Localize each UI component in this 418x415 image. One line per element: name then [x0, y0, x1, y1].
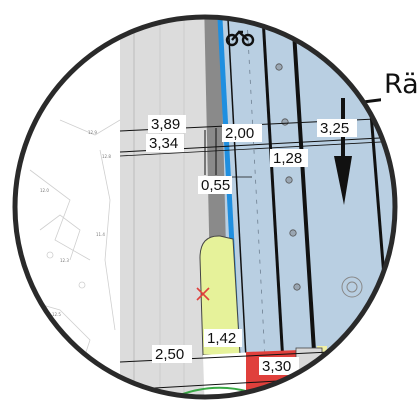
dimension-labels: 3,89 3,34 2,00 3,25 1,28 0,55 1,42 2,50 3,30 [146, 115, 357, 375]
lane-line-1 [260, 17, 288, 397]
dimension-label: 2,00 [222, 124, 262, 142]
dimension-value: 1,28 [273, 150, 302, 167]
dimension-value: 3,25 [320, 120, 349, 137]
dimension-value: 3,34 [149, 135, 178, 152]
dimension-value: 3,89 [151, 116, 180, 133]
callout-text: Rä [384, 69, 418, 100]
dimension-value: 2,00 [225, 125, 254, 142]
dimension-value: 3,30 [262, 358, 291, 375]
svg-text:12.3: 12.3 [60, 258, 69, 263]
lane-line-2 [290, 17, 320, 397]
tree-symbol-icon [341, 276, 363, 298]
lens-ring [12, 14, 398, 400]
svg-text:12.5: 12.5 [52, 312, 61, 317]
green-island [199, 235, 241, 356]
dimension-value: 0,55 [201, 177, 230, 194]
dimension-value: 1,42 [207, 330, 236, 347]
svg-text:12.8: 12.8 [102, 154, 111, 159]
svg-text:11.4: 11.4 [96, 232, 105, 237]
x-mark-icon [196, 287, 210, 301]
dimension-value: 2,50 [155, 346, 184, 363]
dimension-label: 3,30 [259, 357, 299, 375]
dimension-label: 2,50 [152, 345, 192, 363]
svg-text:11.4: 11.4 [60, 348, 69, 353]
sidewalk-area [120, 17, 213, 397]
dimension-label: 0,55 [198, 176, 232, 194]
dimension-label: 3,89 [148, 115, 186, 133]
dimension-label: 3,25 [317, 119, 357, 137]
bicycle-icon [225, 30, 255, 47]
svg-text:12.9: 12.9 [88, 130, 97, 135]
dimension-label: 1,28 [270, 149, 308, 167]
svg-text:12.0: 12.0 [40, 188, 49, 193]
dimension-label: 3,34 [146, 134, 184, 152]
dimension-label: 1,42 [204, 329, 242, 347]
callout-box: Rä [381, 64, 418, 102]
